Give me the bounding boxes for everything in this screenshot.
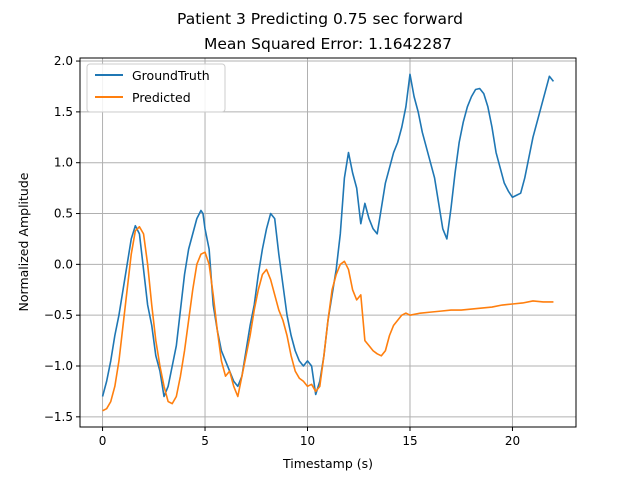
y-tick-label: 1.0 xyxy=(54,156,73,170)
grid xyxy=(80,58,576,427)
legend-label-groundtruth: GroundTruth xyxy=(132,68,210,83)
y-tick-label: 1.5 xyxy=(54,105,73,119)
y-axis-label: Normalized Amplitude xyxy=(16,172,31,311)
x-tick-label: 10 xyxy=(300,434,315,448)
x-axis-label: Timestamp (s) xyxy=(282,456,373,471)
legend: GroundTruth Predicted xyxy=(86,63,226,113)
y-tick-label: 2.0 xyxy=(54,54,73,68)
x-tick-label: 15 xyxy=(402,434,417,448)
plot-frame xyxy=(79,57,577,428)
legend-label-predicted: Predicted xyxy=(132,90,191,105)
x-tick-label: 0 xyxy=(99,434,107,448)
x-tick-label: 5 xyxy=(201,434,209,448)
chart-subtitle: Mean Squared Error: 1.1642287 xyxy=(204,35,452,53)
y-tick-label: −0.5 xyxy=(44,308,73,322)
ticks: 0 5 10 15 20 −1.5 −1.0 −0.5 0.0 0.5 1.0 1.5 2.0 xyxy=(44,54,520,448)
y-tick-label: −1.0 xyxy=(44,359,73,373)
x-tick-label: 20 xyxy=(505,434,520,448)
series-group xyxy=(101,73,555,412)
series-line-predicted xyxy=(102,225,554,412)
chart-title: Patient 3 Predicting 0.75 sec forward xyxy=(177,10,463,28)
y-tick-label: 0.5 xyxy=(54,207,73,221)
y-tick-label: −1.5 xyxy=(44,410,73,424)
y-tick-label: 0.0 xyxy=(54,257,73,271)
